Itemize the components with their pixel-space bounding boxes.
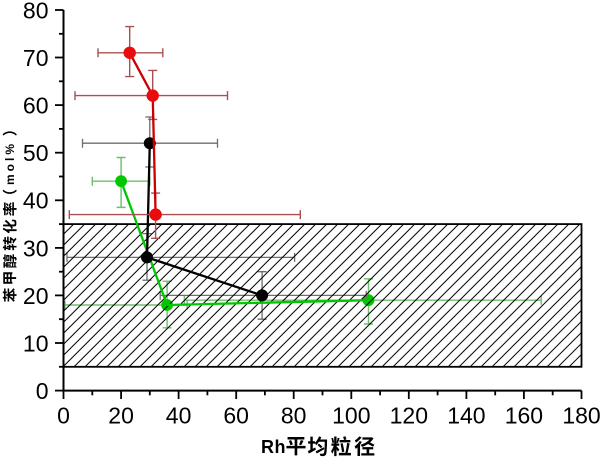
svg-text:50: 50 xyxy=(23,140,49,166)
svg-text:120: 120 xyxy=(390,402,428,428)
svg-text:100: 100 xyxy=(332,402,370,428)
svg-text:80: 80 xyxy=(281,402,307,428)
svg-text:180: 180 xyxy=(562,402,600,428)
svg-text:40: 40 xyxy=(166,402,192,428)
svg-text:60: 60 xyxy=(223,402,249,428)
svg-text:30: 30 xyxy=(23,235,49,261)
svg-text:160: 160 xyxy=(505,402,543,428)
svg-text:mol%: mol% xyxy=(3,141,17,185)
svg-text:10: 10 xyxy=(23,330,49,356)
svg-text:20: 20 xyxy=(23,283,49,309)
svg-text:140: 140 xyxy=(447,402,485,428)
svg-text:80: 80 xyxy=(23,0,49,23)
svg-text:60: 60 xyxy=(23,93,49,119)
svg-text:0: 0 xyxy=(57,402,70,428)
svg-text:Rh: Rh xyxy=(261,437,286,457)
svg-text:40: 40 xyxy=(23,188,49,214)
svg-text:0: 0 xyxy=(36,378,49,404)
svg-text:70: 70 xyxy=(23,45,49,71)
svg-text:20: 20 xyxy=(108,402,134,428)
